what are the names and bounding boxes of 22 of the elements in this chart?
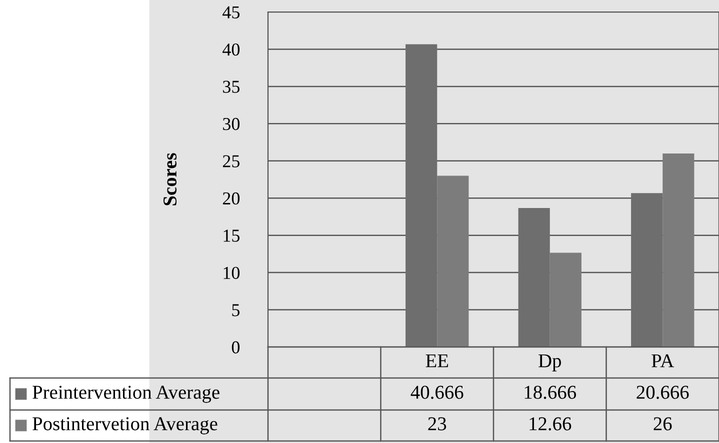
y-tick-label: 35: [223, 80, 240, 93]
y-tick-label: 40: [222, 43, 240, 56]
legend-label: Preintervention Average: [32, 386, 220, 403]
data-label: 40.666: [410, 386, 464, 399]
legend-label: Postintervetion Average: [32, 417, 218, 434]
x-tick-label: Dp: [538, 354, 561, 372]
y-tick-label: 15: [224, 230, 240, 242]
y-tick-label: 20: [222, 192, 240, 205]
data-label: 20.666: [636, 386, 689, 399]
y-tick-label: 30: [223, 118, 240, 130]
y-tick-label: 25: [222, 155, 240, 168]
x-tick-label: EE: [426, 354, 448, 368]
y-axis-title: Scores: [163, 153, 177, 206]
data-label: 23: [428, 417, 446, 430]
y-tick-label: 5: [232, 304, 240, 316]
data-label: 18.666: [524, 386, 576, 399]
y-tick-label: 0: [232, 341, 240, 354]
data-label: 26: [654, 417, 672, 430]
y-tick-label: 45: [222, 6, 240, 18]
y-tick-label: 10: [224, 266, 240, 279]
x-tick-label: PA: [652, 354, 674, 368]
data-label: 12.66: [530, 417, 572, 430]
